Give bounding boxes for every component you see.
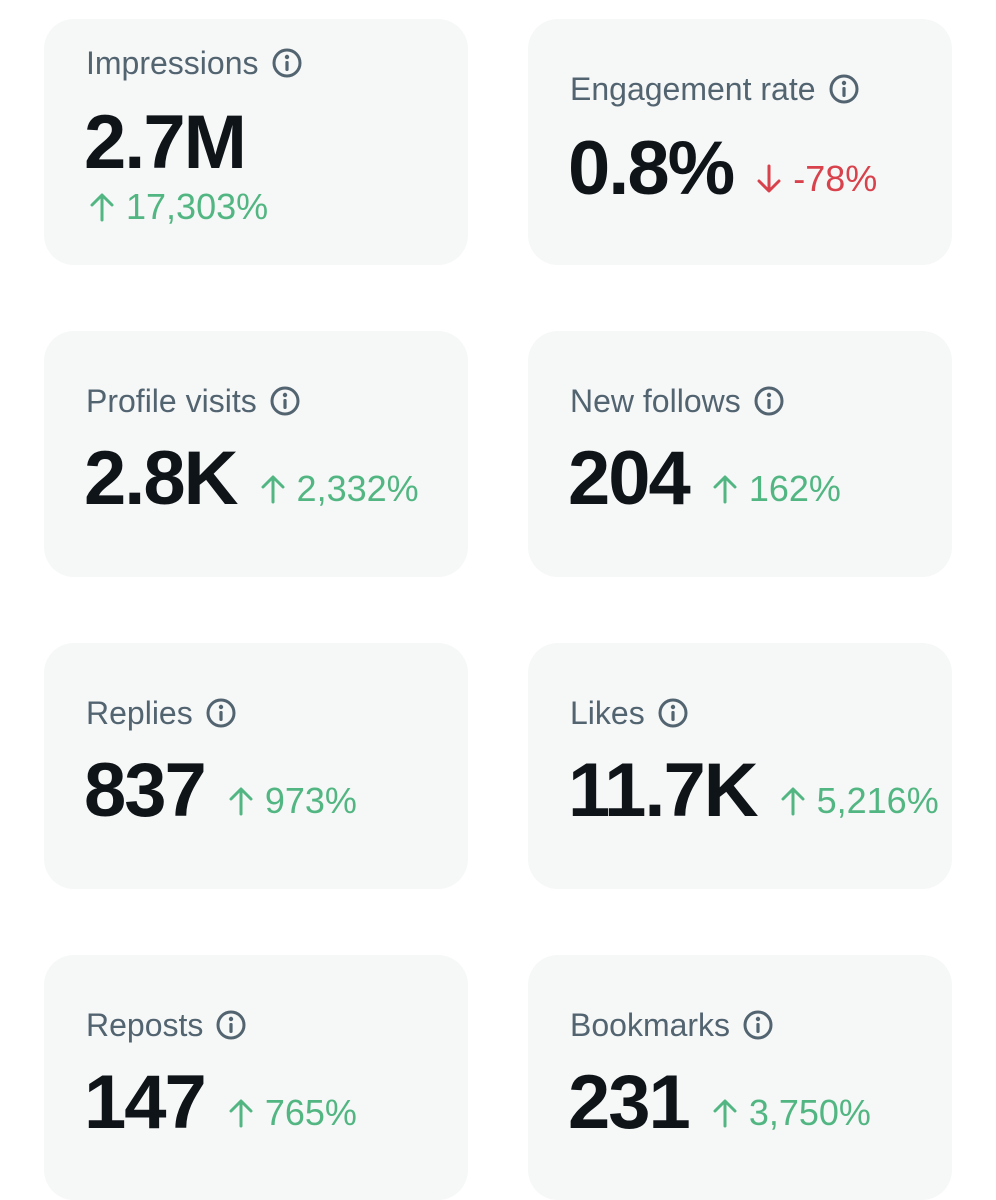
- reposts-change-value: 765%: [264, 1092, 357, 1133]
- impressions-value-row: 2.7M: [84, 100, 247, 185]
- profile-visits-label-row: Profile visits: [86, 385, 301, 417]
- arrow-up-icon: [711, 474, 739, 504]
- reposts-change: 765%: [227, 1095, 357, 1131]
- replies-card: Replies 837 973%: [44, 643, 468, 889]
- new-follows-label-row: New follows: [570, 385, 785, 417]
- engagement-rate-value-row: 0.8% -78%: [568, 131, 877, 207]
- reposts-value-row: 147 765%: [84, 1065, 357, 1141]
- bookmarks-change: 3,750%: [711, 1095, 871, 1131]
- profile-visits-value-row: 2.8K 2,332%: [84, 441, 419, 517]
- arrow-up-icon: [227, 786, 255, 816]
- engagement-rate-label: Engagement rate: [570, 71, 816, 107]
- impressions-label: Impressions: [86, 45, 259, 81]
- reposts-card: Reposts 147 765%: [44, 955, 468, 1200]
- likes-value: 11.7K: [568, 748, 759, 833]
- replies-value: 837: [84, 748, 207, 833]
- new-follows-change-value: 162%: [748, 468, 841, 509]
- new-follows-label: New follows: [570, 383, 741, 419]
- bookmarks-label-row: Bookmarks: [570, 1009, 774, 1041]
- profile-visits-change: 2,332%: [259, 471, 419, 507]
- impressions-label-row: Impressions: [86, 47, 303, 79]
- bookmarks-card: Bookmarks 231 3,750%: [528, 955, 952, 1200]
- profile-visits-card: Profile visits 2.8K 2,332%: [44, 331, 468, 577]
- engagement-rate-change: -78%: [755, 161, 877, 197]
- info-icon[interactable]: [205, 697, 237, 729]
- new-follows-value: 204: [568, 436, 691, 521]
- bookmarks-value-row: 231 3,750%: [568, 1065, 871, 1141]
- engagement-rate-label-row: Engagement rate: [570, 73, 860, 105]
- replies-label: Replies: [86, 695, 193, 731]
- bookmarks-value: 231: [568, 1060, 691, 1145]
- profile-visits-value: 2.8K: [84, 436, 239, 521]
- arrow-down-icon: [755, 164, 783, 194]
- likes-label: Likes: [570, 695, 645, 731]
- info-icon[interactable]: [753, 385, 785, 417]
- profile-visits-label: Profile visits: [86, 383, 257, 419]
- reposts-label: Reposts: [86, 1007, 204, 1043]
- info-icon[interactable]: [215, 1009, 247, 1041]
- replies-change-value: 973%: [264, 780, 357, 821]
- arrow-up-icon: [88, 192, 116, 222]
- likes-card: Likes 11.7K 5,216%: [528, 643, 952, 889]
- bookmarks-label: Bookmarks: [570, 1007, 731, 1043]
- impressions-card: Impressions 2.7M 17,303%: [44, 19, 468, 265]
- reposts-value: 147: [84, 1060, 207, 1145]
- impressions-change: 17,303%: [88, 189, 268, 225]
- new-follows-card: New follows 204 162%: [528, 331, 952, 577]
- info-icon[interactable]: [828, 73, 860, 105]
- replies-value-row: 837 973%: [84, 753, 357, 829]
- likes-change-value: 5,216%: [816, 780, 939, 821]
- engagement-rate-card: Engagement rate 0.8% -78%: [528, 19, 952, 265]
- info-icon[interactable]: [269, 385, 301, 417]
- arrow-up-icon: [259, 474, 287, 504]
- info-icon[interactable]: [742, 1009, 774, 1041]
- arrow-up-icon: [711, 1098, 739, 1128]
- info-icon[interactable]: [271, 47, 303, 79]
- profile-visits-change-value: 2,332%: [296, 468, 419, 509]
- arrow-up-icon: [227, 1098, 255, 1128]
- engagement-rate-change-value: -78%: [793, 158, 878, 199]
- reposts-label-row: Reposts: [86, 1009, 247, 1041]
- arrow-up-icon: [779, 786, 807, 816]
- likes-value-row: 11.7K 5,216%: [568, 753, 939, 829]
- impressions-value: 2.7M: [84, 100, 247, 185]
- bookmarks-change-value: 3,750%: [748, 1092, 871, 1133]
- info-icon[interactable]: [657, 697, 689, 729]
- new-follows-change: 162%: [711, 471, 841, 507]
- new-follows-value-row: 204 162%: [568, 441, 841, 517]
- likes-label-row: Likes: [570, 697, 689, 729]
- replies-label-row: Replies: [86, 697, 237, 729]
- replies-change: 973%: [227, 783, 357, 819]
- engagement-rate-value: 0.8%: [568, 126, 735, 211]
- likes-change: 5,216%: [779, 783, 939, 819]
- impressions-change-value: 17,303%: [126, 186, 269, 227]
